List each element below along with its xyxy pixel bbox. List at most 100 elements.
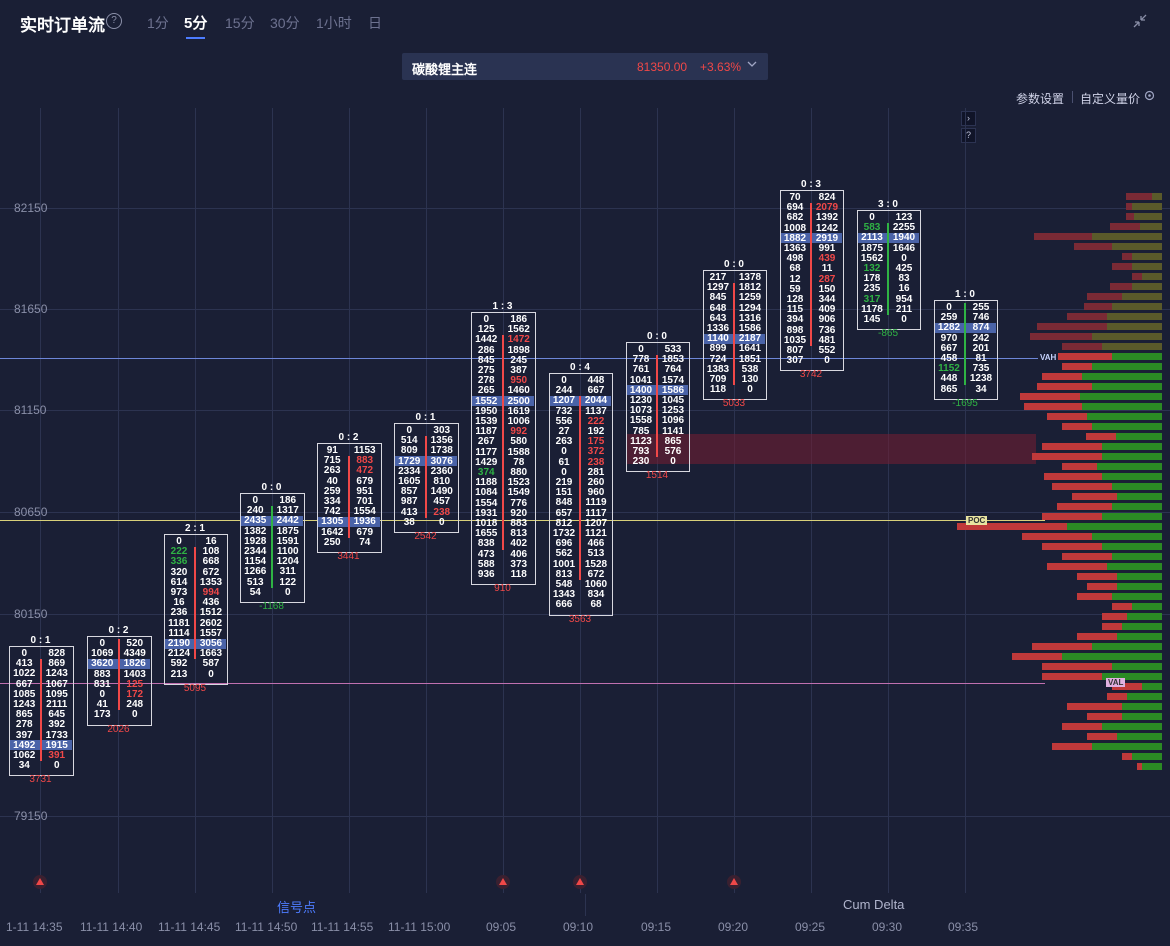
candle-header: 0 : 0 bbox=[723, 259, 744, 270]
footprint-candle[interactable] bbox=[857, 210, 921, 331]
tab-5[interactable]: 日 bbox=[368, 15, 382, 31]
ask-volume: 950 bbox=[510, 375, 528, 387]
bid-volume: 1282 bbox=[937, 322, 961, 334]
params-settings-button[interactable]: 参数设置 bbox=[1016, 92, 1065, 106]
bid-volume: 458 bbox=[940, 353, 958, 364]
grid-line-v bbox=[503, 108, 504, 893]
footprint-candle[interactable] bbox=[703, 270, 767, 401]
profile-sell-bar bbox=[1042, 673, 1102, 680]
bid-volume: 1001 bbox=[552, 558, 576, 570]
ask-volume: 1738 bbox=[430, 445, 453, 457]
tab-1[interactable]: 5分 bbox=[184, 12, 207, 39]
contract-selector[interactable]: 碳酸锂主连 81350.00 +3.63% bbox=[402, 53, 768, 80]
bid-volume: 173 bbox=[93, 709, 111, 721]
ask-volume: 1117 bbox=[585, 507, 607, 519]
bid-volume: 250 bbox=[323, 536, 341, 548]
bid-volume: 448 bbox=[940, 373, 958, 385]
profile-sell-bar bbox=[1052, 483, 1112, 490]
signal-marker-icon[interactable] bbox=[496, 875, 510, 889]
profile-buy-bar bbox=[1116, 433, 1162, 440]
custom-volume-price-button[interactable]: 自定义量价 bbox=[1080, 92, 1141, 106]
candle-header: 0 : 0 bbox=[261, 482, 282, 493]
profile-buy-bar bbox=[1132, 263, 1162, 270]
bid-volume: 845 bbox=[709, 292, 727, 304]
settings-icon[interactable] bbox=[1144, 90, 1155, 104]
bid-volume: 1018 bbox=[475, 518, 498, 529]
profile-buy-bar bbox=[1092, 233, 1162, 240]
profile-buy-bar bbox=[1112, 243, 1162, 250]
profile-sell-bar bbox=[1062, 423, 1092, 430]
bid-volume: 1062 bbox=[13, 750, 36, 761]
collapse-icon[interactable] bbox=[1133, 14, 1149, 30]
ask-volume: 1243 bbox=[45, 668, 68, 680]
signal-tab[interactable]: 信号点 bbox=[277, 900, 317, 915]
ask-volume: 1512 bbox=[199, 607, 223, 619]
signal-marker-icon[interactable] bbox=[573, 875, 587, 889]
ask-volume: 874 bbox=[972, 322, 990, 334]
ask-volume: 1207 bbox=[584, 517, 608, 529]
footprint-candle[interactable] bbox=[317, 443, 382, 553]
ask-volume: 920 bbox=[510, 507, 528, 519]
bid-volume: 1429 bbox=[475, 456, 498, 468]
ask-volume: 3076 bbox=[430, 455, 453, 467]
grid-line-v bbox=[195, 108, 196, 893]
profile-buy-bar bbox=[1132, 753, 1162, 760]
bid-volume: 1266 bbox=[244, 566, 267, 578]
tab-2[interactable]: 15分 bbox=[225, 15, 255, 31]
ask-volume: 1204 bbox=[276, 556, 299, 568]
footprint-candle[interactable] bbox=[471, 312, 536, 586]
footprint-candle[interactable] bbox=[780, 190, 844, 372]
ask-volume: 2602 bbox=[199, 617, 223, 629]
bid-volume: 1442 bbox=[475, 334, 498, 346]
signal-marker-icon[interactable] bbox=[727, 875, 741, 889]
ask-volume: 576 bbox=[664, 446, 682, 457]
profile-buy-bar bbox=[1134, 213, 1162, 220]
question-icon[interactable]: ? bbox=[961, 128, 976, 143]
bid-volume: 0 bbox=[176, 536, 182, 547]
signal-marker-icon[interactable] bbox=[33, 875, 47, 889]
bid-volume: 115 bbox=[786, 304, 804, 316]
candle-header: 0 : 1 bbox=[30, 635, 51, 646]
ask-volume: 172 bbox=[126, 689, 144, 700]
tab-4[interactable]: 1小时 bbox=[316, 15, 352, 31]
tab-3[interactable]: 30分 bbox=[270, 15, 300, 31]
footprint-candle[interactable] bbox=[934, 300, 998, 400]
footprint-candle[interactable] bbox=[164, 534, 228, 685]
profile-sell-bar bbox=[1087, 713, 1122, 720]
help-icon[interactable]: ? bbox=[106, 13, 122, 29]
profile-sell-bar bbox=[1072, 493, 1117, 500]
profile-sell-bar bbox=[1052, 743, 1092, 750]
ask-volume: 513 bbox=[587, 548, 605, 560]
footprint-candle[interactable] bbox=[9, 646, 74, 777]
footprint-candle[interactable] bbox=[394, 423, 459, 533]
profile-sell-bar bbox=[1110, 223, 1140, 230]
bid-volume: 514 bbox=[400, 435, 418, 447]
bid-volume: 0 bbox=[99, 689, 106, 700]
bid-volume: 259 bbox=[323, 485, 341, 497]
bid-volume: 178 bbox=[863, 273, 881, 285]
bid-volume: 1022 bbox=[13, 668, 36, 680]
ask-volume: 1733 bbox=[45, 729, 68, 741]
bid-volume: 1554 bbox=[475, 497, 498, 509]
footprint-candle[interactable] bbox=[626, 342, 690, 473]
ask-volume: 1549 bbox=[507, 487, 530, 499]
bid-volume: 259 bbox=[940, 312, 958, 324]
ask-volume: 1915 bbox=[45, 739, 68, 751]
footprint-candle[interactable] bbox=[87, 636, 152, 726]
cum-delta-tab[interactable]: Cum Delta bbox=[843, 897, 905, 912]
y-axis-label: 80150 bbox=[14, 607, 48, 621]
bid-volume: 230 bbox=[632, 456, 650, 468]
profile-sell-bar bbox=[1037, 383, 1092, 390]
expand-icon[interactable]: › bbox=[961, 111, 976, 126]
x-axis-label: 09:05 bbox=[486, 920, 517, 934]
footprint-candle[interactable] bbox=[549, 373, 613, 616]
bid-volume: 1732 bbox=[552, 528, 576, 539]
profile-buy-bar bbox=[1112, 593, 1162, 600]
tab-0[interactable]: 1分 bbox=[147, 15, 169, 31]
ask-volume: 1153 bbox=[353, 445, 376, 456]
ask-volume: 287 bbox=[818, 273, 836, 285]
bid-volume: 317 bbox=[863, 293, 881, 305]
ask-volume: 954 bbox=[895, 293, 913, 305]
profile-buy-bar bbox=[1092, 643, 1162, 650]
footprint-candle[interactable] bbox=[240, 493, 305, 603]
